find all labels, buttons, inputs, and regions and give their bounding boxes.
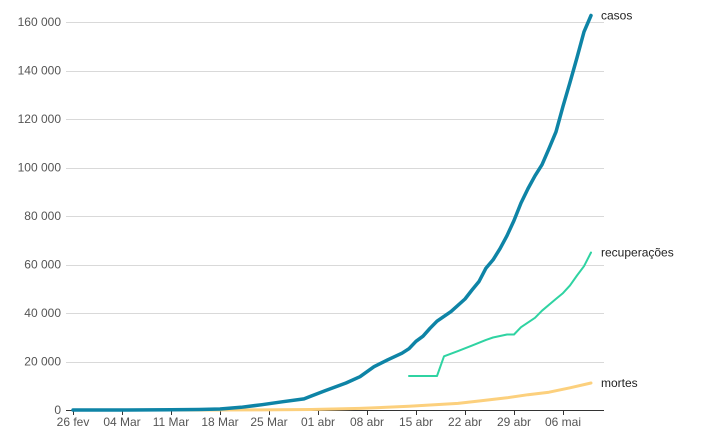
grid-lines <box>66 22 604 411</box>
x-tick-label: 01 abr <box>301 415 335 429</box>
x-tick-label: 11 Mar <box>153 415 189 429</box>
series-labels: casos recuperações mortes <box>601 8 674 390</box>
y-tick-label: 160 000 <box>18 15 62 29</box>
y-tick-label: 20 000 <box>24 355 61 369</box>
series-line-mortes <box>71 381 593 412</box>
x-tick-label: 18 Mar <box>201 415 238 429</box>
y-axis-labels: 0 20 000 40 000 60 000 80 000 100 000 120 000 1… <box>18 15 62 417</box>
y-tick-label: 120 000 <box>18 112 62 126</box>
y-tick-label: 0 <box>54 403 61 417</box>
y-tick-label: 40 000 <box>24 306 61 320</box>
x-tick-label: 15 abr <box>399 415 433 429</box>
x-tick-label: 04 Mar <box>103 415 140 429</box>
x-axis-labels: 26 fev 04 Mar 11 Mar 18 Mar 25 Mar 01 abr 08 a… <box>57 410 581 429</box>
x-tick-label: 26 fev <box>57 415 90 429</box>
y-tick-label: 80 000 <box>24 209 61 223</box>
y-tick-label: 140 000 <box>18 64 62 78</box>
y-tick-label: 100 000 <box>18 161 62 175</box>
y-tick-label: 60 000 <box>24 258 61 272</box>
x-tick-label: 29 abr <box>497 415 531 429</box>
series-label: recuperações <box>601 245 674 259</box>
x-tick-label: 25 Mar <box>250 415 287 429</box>
x-tick-label: 22 abr <box>448 415 482 429</box>
x-tick-label: 06 mai <box>545 415 581 429</box>
x-tick-label: 08 abr <box>350 415 384 429</box>
series-line-recuperacoes <box>408 251 592 377</box>
series-lines <box>71 13 593 412</box>
series-line-casos <box>71 13 593 412</box>
series-label: mortes <box>601 376 638 390</box>
series-label: casos <box>601 8 632 22</box>
